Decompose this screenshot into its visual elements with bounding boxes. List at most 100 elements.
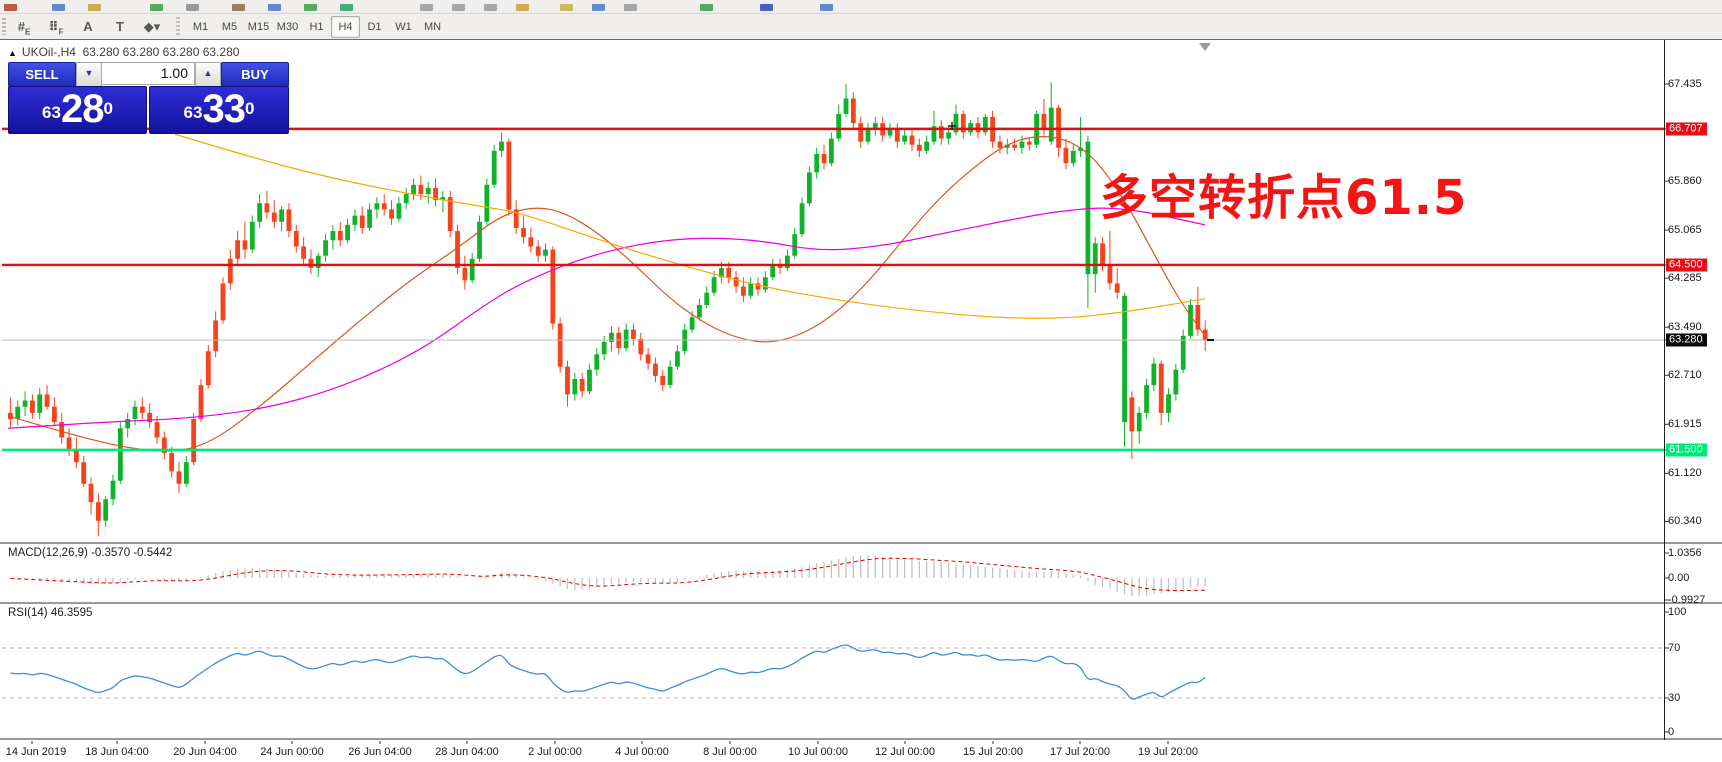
- time-axis-separator: [0, 738, 1722, 741]
- price-label-highlight: 64.500: [1666, 258, 1707, 272]
- candle: [499, 141, 504, 151]
- candle: [667, 366, 673, 386]
- clipped-toolbar-icon[interactable]: [88, 4, 101, 11]
- clipped-toolbar-icon[interactable]: [560, 4, 573, 11]
- textbox-t-icon[interactable]: T: [116, 19, 124, 34]
- candle: [1144, 385, 1149, 413]
- candle: [51, 406, 57, 423]
- volume-input[interactable]: 1.00: [101, 62, 195, 85]
- candle: [594, 354, 600, 370]
- timeframe-button-w1[interactable]: W1: [395, 21, 412, 33]
- clipped-toolbar-icon[interactable]: [150, 4, 163, 11]
- clipped-toolbar-icon[interactable]: [420, 4, 433, 11]
- timeframe-button-m5[interactable]: M5: [221, 21, 238, 33]
- candle: [337, 231, 343, 241]
- clipped-toolbar-icon[interactable]: [304, 4, 317, 11]
- candle: [572, 378, 578, 395]
- candle: [623, 329, 629, 349]
- clipped-toolbar-icon[interactable]: [484, 4, 497, 11]
- candle: [689, 317, 695, 330]
- macd-signal-line: [10, 557, 1206, 592]
- rsi-panel-separator[interactable]: [0, 602, 1722, 605]
- collapse-triangle-icon[interactable]: ▲: [8, 48, 17, 58]
- candle: [997, 141, 1003, 148]
- candle: [931, 126, 937, 142]
- clipped-toolbar-icon[interactable]: [268, 4, 281, 11]
- candle: [323, 240, 328, 256]
- candle: [887, 129, 893, 136]
- sell-button[interactable]: SELL: [8, 62, 76, 87]
- price-label: 61.120: [1668, 467, 1702, 480]
- sell-price-button[interactable]: 63280: [8, 86, 147, 134]
- candle: [374, 203, 380, 210]
- clipped-toolbar-icon[interactable]: [340, 4, 353, 11]
- timeframe-button-m15[interactable]: M15: [247, 21, 270, 33]
- timeframe-button-d1[interactable]: D1: [367, 21, 382, 33]
- time-label: 17 Jul 20:00: [1050, 746, 1110, 758]
- clipped-toolbar-icon[interactable]: [232, 4, 245, 11]
- candle: [132, 406, 138, 420]
- main-toolbar: #E ⠿F A T ◆▾ M1 M5 M15 M30 H1 H4 D1 W1 MN: [0, 14, 1722, 40]
- volume-increase-button[interactable]: ▲: [195, 62, 221, 87]
- candle: [484, 184, 490, 222]
- clipped-toolbar-icon[interactable]: [700, 4, 713, 11]
- chart-window[interactable]: ▲ UKOil-,H4 63.280 63.280 63.280 63.280 S…: [0, 39, 1722, 762]
- clipped-toolbar-icon[interactable]: [4, 4, 17, 11]
- candle: [843, 98, 849, 114]
- pattern-e-icon[interactable]: #E: [17, 19, 31, 37]
- candle: [726, 268, 732, 278]
- candle: [704, 292, 710, 305]
- chart-canvas[interactable]: [0, 40, 1722, 762]
- candle: [828, 138, 834, 164]
- grid-f-icon[interactable]: ⠿F: [48, 19, 64, 37]
- candle: [403, 194, 409, 204]
- timeframe-button-m30[interactable]: M30: [276, 21, 299, 33]
- volume-decrease-button[interactable]: ▼: [76, 62, 102, 87]
- ma-fast-line: [7, 136, 1206, 452]
- candle: [198, 385, 204, 420]
- buy-button[interactable]: BUY: [221, 62, 289, 87]
- rsi-axis-label: 70: [1668, 642, 1681, 654]
- clipped-toolbar-icon[interactable]: [820, 4, 833, 11]
- timeframe-button-h4[interactable]: H4: [331, 16, 360, 38]
- timeframe-button-m1[interactable]: M1: [192, 21, 209, 33]
- candle: [389, 209, 394, 219]
- toolbar-separator: [176, 17, 180, 35]
- candle: [1048, 107, 1054, 142]
- candle: [784, 255, 790, 269]
- clipped-toolbar-icon[interactable]: [624, 4, 637, 11]
- rsi-axis-label: 0: [1668, 726, 1675, 738]
- shapes-dropdown-icon[interactable]: ◆▾: [143, 19, 161, 34]
- candle: [352, 215, 358, 225]
- macd-panel-separator[interactable]: [0, 542, 1722, 545]
- candle: [938, 126, 944, 139]
- clipped-toolbar-icon[interactable]: [452, 4, 465, 11]
- candle: [235, 240, 241, 259]
- candle: [1026, 141, 1032, 145]
- price-label-highlight: 61.500: [1666, 443, 1707, 457]
- candle: [916, 144, 922, 151]
- time-label: 10 Jul 00:00: [788, 746, 848, 758]
- clipped-toolbar-icon[interactable]: [186, 4, 199, 11]
- price-label: 65.860: [1668, 175, 1702, 188]
- timeframe-button-mn[interactable]: MN: [423, 21, 442, 33]
- price-label: 67.435: [1668, 78, 1702, 90]
- clipped-toolbar-icon[interactable]: [760, 4, 773, 11]
- candle: [183, 462, 189, 484]
- candle: [425, 187, 431, 195]
- candle: [447, 197, 453, 232]
- timeframe-button-h1[interactable]: H1: [309, 21, 324, 33]
- candle: [15, 406, 21, 420]
- sell-price-prefix: 63: [42, 103, 61, 122]
- clipped-toolbar-icon[interactable]: [516, 4, 529, 11]
- candle: [741, 286, 746, 296]
- text-a-icon[interactable]: A: [83, 19, 93, 34]
- candle: [491, 150, 497, 185]
- chart-shift-marker-icon[interactable]: [1199, 43, 1211, 51]
- clipped-toolbar-icon[interactable]: [52, 4, 65, 11]
- buy-price-button[interactable]: 63330: [149, 86, 289, 134]
- price-label: 64.285: [1668, 272, 1702, 285]
- clipped-toolbar-icon[interactable]: [592, 4, 605, 11]
- candle: [440, 197, 446, 201]
